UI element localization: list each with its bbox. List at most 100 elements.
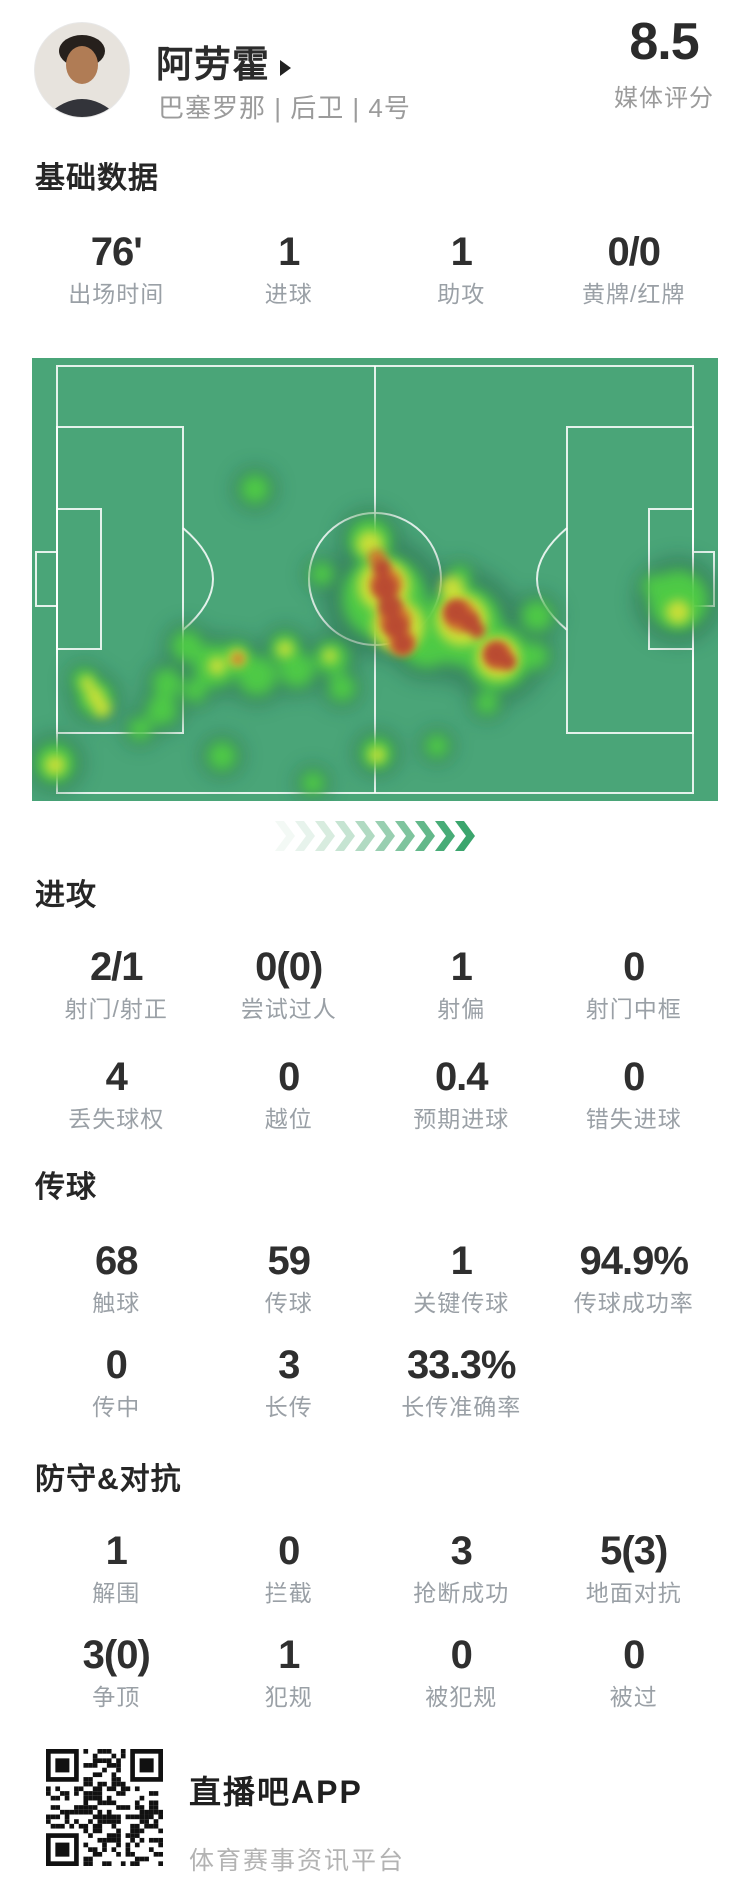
chevron-right-arrows-icon — [275, 821, 475, 851]
player-header: 阿劳霍 巴塞罗那 | 后卫 | 4号 8.5 媒体评分 — [0, 0, 750, 148]
stat-value: 1 — [278, 230, 300, 274]
stat-value: 1 — [105, 1529, 128, 1573]
stat-label: 地面对抗 — [585, 1580, 682, 1606]
stat-label: 长传准确率 — [401, 1394, 522, 1420]
stat-value: 94.9% — [579, 1239, 689, 1283]
app-desc: 体育赛事资讯平台 — [189, 1847, 406, 1875]
chevron-icon — [415, 821, 435, 851]
stat-cell: 94.9% 传球成功率 — [548, 1241, 721, 1315]
stat-label: 抢断成功 — [413, 1580, 510, 1606]
stat-cell: 0 拦截 — [203, 1531, 376, 1605]
player-heatmap-field — [26, 358, 722, 801]
stat-cell: 1 犯规 — [203, 1635, 376, 1709]
stat-label: 进球 — [264, 281, 313, 307]
stat-label: 预期进球 — [413, 1106, 510, 1132]
stat-value: 0 — [278, 1055, 300, 1099]
stat-label: 越位 — [264, 1106, 313, 1132]
section-title-attack: 进攻 — [35, 879, 97, 912]
stat-cell: 0 被过 — [548, 1635, 721, 1709]
stat-cell: 59 传球 — [203, 1241, 376, 1315]
chevron-icon — [335, 821, 355, 851]
stat-cell: 0(0) 尝试过人 — [203, 947, 376, 1021]
stat-cell: 1 助攻 — [375, 232, 548, 306]
stat-label: 助攻 — [437, 281, 486, 307]
media-rating: 8.5 媒体评分 — [604, 14, 724, 113]
stat-cell: 2/1 射门/射正 — [30, 947, 203, 1021]
stat-label: 犯规 — [264, 1684, 313, 1710]
chevron-icon — [275, 821, 295, 851]
stat-cell: 1 进球 — [203, 232, 376, 306]
stat-cell: 1 解围 — [30, 1531, 203, 1605]
player-name: 阿劳霍 — [156, 44, 270, 85]
chevron-icon — [315, 821, 335, 851]
stat-cell: 1 关键传球 — [375, 1241, 548, 1315]
stat-cell: 0.4 预期进球 — [375, 1057, 548, 1131]
stat-value: 3 — [450, 1529, 473, 1573]
stat-label: 触球 — [92, 1290, 141, 1316]
chevron-icon — [295, 821, 315, 851]
passing-stats-row-2: 0 传中 3 长传 33.3% 长传准确率 — [0, 1345, 750, 1419]
stat-cell: 0 传中 — [30, 1345, 203, 1419]
section-title-defense: 防守&对抗 — [35, 1463, 182, 1496]
stat-value: 1 — [278, 1633, 300, 1677]
qr-code-icon — [46, 1749, 163, 1866]
stat-value: 0(0) — [255, 945, 323, 989]
stat-label: 出场时间 — [68, 281, 165, 307]
stat-value: 2/1 — [89, 945, 144, 989]
footer: 直播吧APP 体育赛事资讯平台 — [0, 1749, 750, 1877]
defense-stats-row-1: 1 解围 0 拦截 3 抢断成功 5(3) 地面对抗 — [0, 1531, 750, 1605]
stat-value: 4 — [105, 1055, 128, 1099]
stat-label: 被犯规 — [425, 1684, 498, 1710]
stat-value: 68 — [95, 1239, 138, 1283]
section-title-passing: 传球 — [35, 1171, 97, 1204]
stat-value: 1 — [450, 230, 473, 274]
stat-label: 长传 — [264, 1394, 313, 1420]
stat-value: 0 — [278, 1529, 300, 1573]
stat-cell: 0 错失进球 — [548, 1057, 721, 1131]
stat-value: 0 — [450, 1633, 473, 1677]
player-name-row[interactable]: 阿劳霍 — [156, 34, 291, 88]
stat-value: 3(0) — [82, 1633, 151, 1677]
player-meta: 巴塞罗那 | 后卫 | 4号 — [158, 93, 411, 123]
stat-cell: 68 触球 — [30, 1241, 203, 1315]
stat-value: 0 — [623, 1055, 645, 1099]
chevron-icon — [455, 821, 475, 851]
expand-right-triangle-icon[interactable] — [280, 60, 291, 76]
stat-cell: 0 射门中框 — [548, 947, 721, 1021]
stat-label: 射门/射正 — [64, 996, 168, 1022]
stat-value: 0 — [623, 1633, 645, 1677]
stat-label: 射门中框 — [585, 996, 682, 1022]
player-photo-icon — [35, 23, 129, 117]
stat-label: 丢失球权 — [68, 1106, 165, 1132]
stat-cell: 3 长传 — [203, 1345, 376, 1419]
chevron-icon — [355, 821, 375, 851]
stat-label: 拦截 — [264, 1580, 313, 1606]
defense-stats-row-2: 3(0) 争顶 1 犯规 0 被犯规 0 被过 — [0, 1635, 750, 1709]
stat-cell: 3 抢断成功 — [375, 1531, 548, 1605]
stat-value: 59 — [267, 1239, 311, 1283]
stat-label: 尝试过人 — [240, 996, 337, 1022]
stat-value: 5(3) — [600, 1529, 668, 1573]
stat-label: 传球 — [264, 1290, 313, 1316]
stat-cell: 4 丢失球权 — [30, 1057, 203, 1131]
stat-label: 射偏 — [437, 996, 486, 1022]
stat-cell: 76' 出场时间 — [30, 232, 203, 306]
stat-label: 黄牌/红牌 — [582, 281, 686, 307]
stat-value: 0/0 — [607, 230, 661, 274]
rating-label: 媒体评分 — [614, 85, 714, 112]
stat-cell — [548, 1345, 721, 1419]
stat-value: 33.3% — [407, 1343, 516, 1387]
stat-cell: 0/0 黄牌/红牌 — [548, 232, 721, 306]
stat-label: 传球成功率 — [573, 1290, 694, 1316]
chevron-icon — [395, 821, 415, 851]
stat-label: 关键传球 — [413, 1290, 510, 1316]
footer-text: 直播吧APP 体育赛事资讯平台 — [189, 1749, 405, 1877]
section-title-basic: 基础数据 — [35, 162, 159, 195]
stat-value: 0.4 — [434, 1055, 489, 1099]
stat-cell: 5(3) 地面对抗 — [548, 1531, 721, 1605]
app-name: 直播吧APP — [189, 1774, 363, 1810]
player-avatar — [34, 22, 130, 118]
rating-value: 8.5 — [629, 13, 699, 71]
stat-label: 错失进球 — [585, 1106, 682, 1132]
stat-label: 被过 — [609, 1684, 658, 1710]
